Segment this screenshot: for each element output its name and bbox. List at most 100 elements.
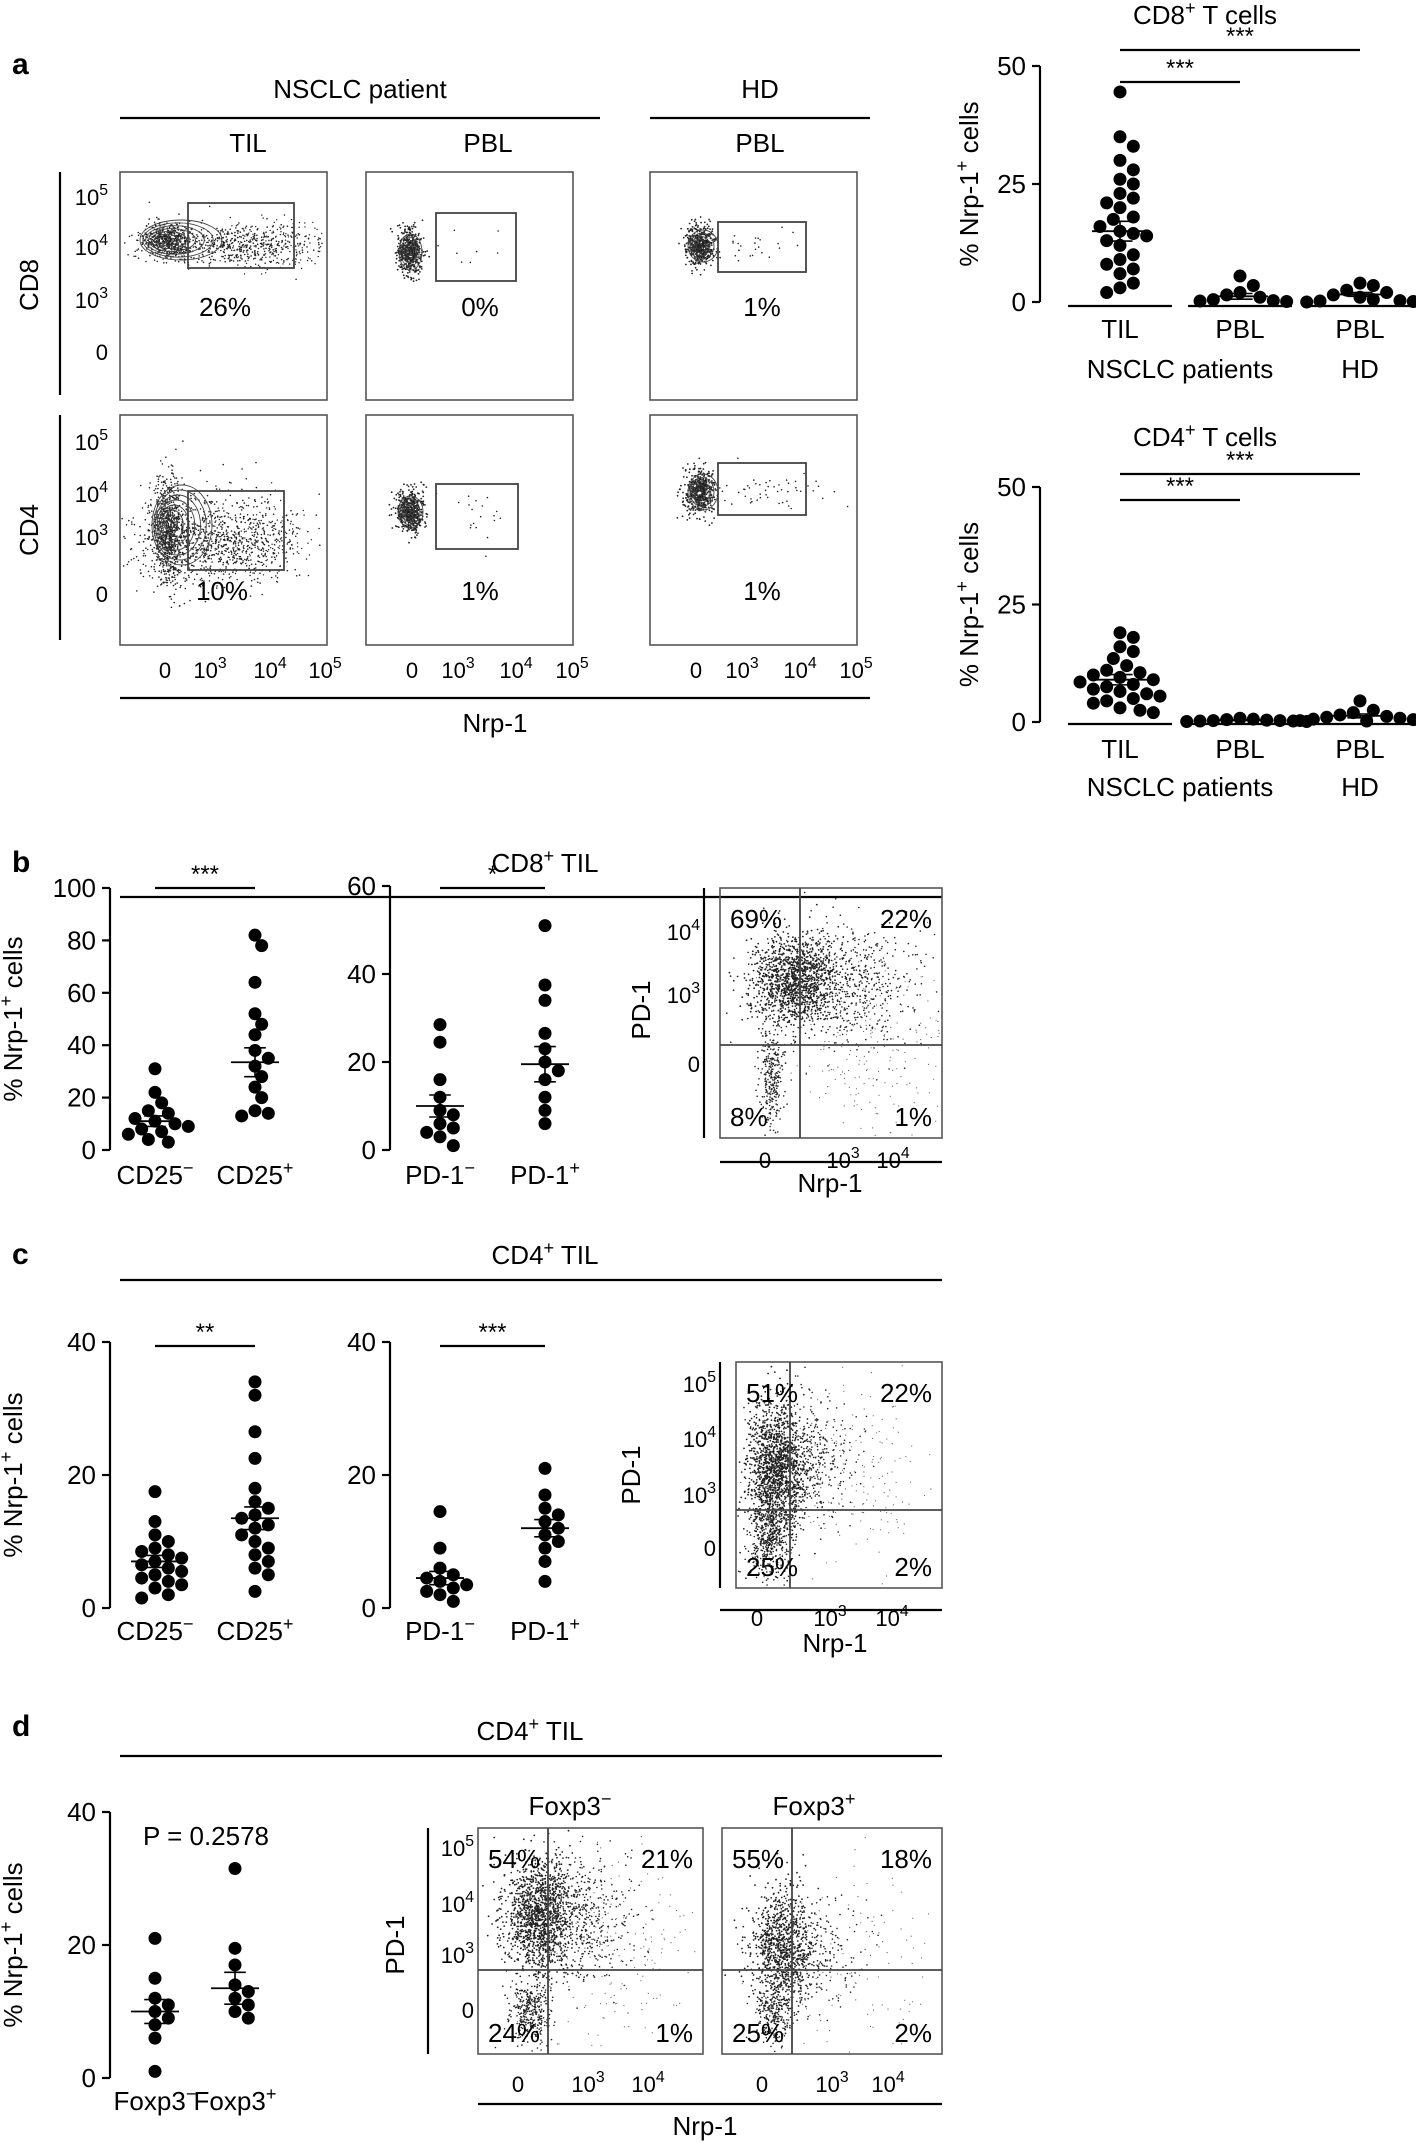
event-dot (249, 571, 252, 573)
event-dot (174, 578, 176, 581)
event-dot (244, 558, 246, 561)
event-dot (224, 571, 227, 573)
event-dot (227, 246, 230, 249)
event-dot (173, 552, 176, 554)
event-dot (196, 234, 198, 236)
event-dot (254, 546, 256, 549)
event-dot (252, 534, 254, 536)
event-dot (169, 497, 171, 500)
event-dot (208, 510, 210, 513)
event-dot (164, 249, 167, 251)
event-dot (173, 240, 175, 243)
event-dot (217, 553, 219, 556)
event-dot (242, 499, 244, 502)
event-dot (122, 565, 125, 567)
event-dot (414, 241, 416, 244)
event-dot (284, 243, 286, 245)
event-dot (235, 541, 237, 543)
event-dot (165, 456, 167, 459)
event-dot (695, 222, 698, 224)
event-dot (256, 505, 258, 508)
event-dot (425, 525, 428, 527)
event-dot (248, 553, 251, 555)
event-dot (254, 544, 256, 546)
event-dot (289, 540, 292, 543)
event-dot (409, 229, 412, 232)
event-dot (271, 520, 274, 523)
event-dot (162, 480, 165, 483)
event-dot (281, 549, 284, 551)
event-dot (265, 538, 267, 540)
event-dot (453, 229, 456, 232)
event-dot (422, 491, 425, 494)
event-dot (278, 547, 280, 550)
event-dot (412, 224, 415, 226)
event-dot (165, 581, 168, 584)
event-dot (142, 540, 145, 543)
event-dot (164, 237, 166, 240)
event-dot (164, 538, 167, 541)
event-dot (192, 542, 195, 544)
event-dot (395, 498, 398, 501)
event-dot (191, 523, 194, 525)
event-dot (410, 491, 413, 494)
event-dot (411, 522, 414, 524)
event-dot (228, 573, 230, 575)
event-dot (181, 231, 184, 234)
event-dot (499, 517, 502, 520)
event-dot (698, 479, 701, 481)
event-dot (686, 519, 689, 521)
event-dot (273, 255, 275, 257)
event-dot (749, 255, 752, 257)
event-dot (391, 527, 394, 529)
event-dot (197, 525, 200, 527)
event-dot (167, 242, 170, 245)
event-dot (317, 238, 319, 241)
event-dot (169, 545, 172, 548)
event-dot (268, 247, 270, 250)
event-dot (414, 531, 417, 534)
event-dot (177, 235, 180, 238)
event-dot (410, 247, 413, 250)
event-dot (162, 568, 165, 571)
event-dot (265, 240, 267, 242)
event-dot (732, 242, 734, 244)
event-dot (209, 549, 212, 552)
event-dot (247, 253, 249, 255)
event-dot (419, 271, 421, 273)
event-dot (688, 517, 691, 519)
event-dot (170, 481, 172, 484)
event-dot (227, 547, 230, 549)
event-dot (181, 539, 183, 542)
event-dot (693, 220, 696, 223)
event-dot (184, 251, 187, 254)
event-dot (253, 234, 256, 237)
event-dot (275, 249, 277, 252)
event-dot (437, 245, 439, 247)
event-dot (781, 226, 783, 229)
event-dot (211, 501, 214, 503)
event-dot (269, 256, 271, 258)
event-dot (247, 257, 250, 260)
event-dot (214, 549, 216, 551)
event-dot (174, 555, 176, 558)
event-dot (285, 246, 288, 248)
event-dot (702, 249, 704, 251)
event-dot (295, 514, 298, 516)
event-dot (141, 243, 144, 245)
event-dot (233, 240, 236, 242)
event-dot (124, 242, 126, 244)
event-dot (242, 561, 244, 564)
event-dot (398, 496, 401, 499)
event-dot (162, 494, 165, 497)
event-dot (162, 582, 165, 584)
event-dot (266, 507, 268, 509)
event-dot (210, 240, 212, 243)
event-dot (126, 563, 129, 566)
event-dot (189, 599, 191, 602)
event-dot (233, 531, 236, 533)
event-dot (240, 509, 243, 511)
event-dot (169, 515, 172, 517)
event-dot (153, 591, 155, 593)
event-dot (179, 238, 182, 240)
